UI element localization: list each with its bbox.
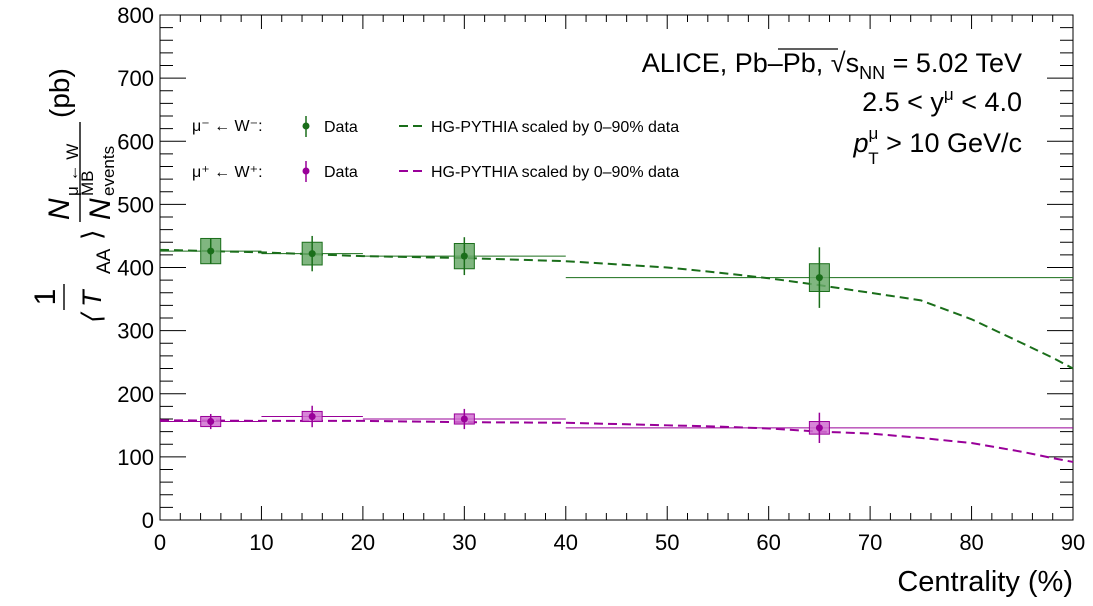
data-point: [308, 250, 316, 258]
legend-data-label-wplus: Data: [324, 164, 358, 181]
y-label-numerator: N: [43, 198, 76, 220]
series-0: [159, 235, 1074, 370]
annotation-line-1: ALICE, Pb–Pb, √sNN = 5.02 TeV: [642, 48, 1022, 83]
y-tick-label: 800: [117, 3, 154, 28]
y-tick-label: 700: [117, 66, 154, 91]
legend-marker-wminus: [302, 122, 310, 130]
data-point: [460, 415, 468, 423]
data-point: [308, 412, 316, 420]
legend-label-wplus: μ⁺ ← W⁺:: [192, 164, 263, 181]
legend-data-label-wminus: Data: [324, 119, 358, 136]
x-tick-label: 30: [452, 530, 476, 555]
y-label-taa-close: ⟩: [77, 229, 107, 240]
x-tick-label: 90: [1061, 530, 1085, 555]
data-point: [460, 252, 468, 260]
y-tick-labels: 0 100 200 300 400 500 600 700 800: [117, 3, 154, 533]
y-label-prefix: 1: [29, 289, 62, 306]
y-tick-label: 100: [117, 445, 154, 470]
x-tick-label: 70: [858, 530, 882, 555]
y-label-denominator-sub: events: [99, 146, 118, 196]
data-point: [815, 424, 823, 432]
data-point: [207, 418, 215, 426]
x-tick-label: 60: [756, 530, 780, 555]
x-tick-label: 40: [554, 530, 578, 555]
y-tick-label: 400: [117, 256, 154, 281]
y-label-unit: (pb): [44, 68, 75, 118]
legend-entry-wminus: μ⁻ ← W⁻: Data HG-PYTHIA scaled by 0–90% …: [192, 116, 679, 137]
x-axis-label: Centrality (%): [897, 566, 1073, 598]
y-label-numerator-sub: μ ← W: [63, 144, 82, 196]
legend-marker-wplus: [302, 167, 310, 175]
legend-model-label-wminus: HG-PYTHIA scaled by 0–90% data: [431, 119, 679, 136]
y-label-denominator: N: [84, 198, 117, 220]
x-tick-label: 10: [249, 530, 273, 555]
annotation: ALICE, Pb–Pb, √sNN = 5.02 TeV 2.5 < yμ <…: [642, 48, 1022, 168]
y-label-denominator-sup: MB: [78, 171, 97, 197]
legend: μ⁻ ← W⁻: Data HG-PYTHIA scaled by 0–90% …: [192, 116, 679, 182]
y-tick-label: 200: [117, 382, 154, 407]
data-point: [815, 274, 823, 282]
annotation-line-2: 2.5 < yμ < 4.0: [862, 85, 1022, 117]
axis-ticks: [159, 14, 1074, 521]
series-layer: [159, 235, 1074, 463]
data-point: [207, 247, 215, 255]
x-tick-label: 0: [154, 530, 166, 555]
y-label-taa: ⟨ T: [77, 288, 107, 325]
annotation-line-3: pμ T > 10 GeV/c: [852, 124, 1022, 168]
model-curve: [159, 419, 1074, 463]
y-axis-label: 1 ⟨ T AA ⟩ N μ ← W N MB events (pb): [29, 68, 118, 325]
x-tick-labels: 0 10 20 30 40 50 60 70 80 90: [154, 530, 1085, 555]
series-1: [159, 405, 1074, 463]
y-label-taa-sub: AA: [94, 248, 115, 274]
x-tick-label: 50: [655, 530, 679, 555]
legend-entry-wplus: μ⁺ ← W⁺: Data HG-PYTHIA scaled by 0–90% …: [192, 161, 679, 182]
legend-model-label-wplus: HG-PYTHIA scaled by 0–90% data: [431, 164, 679, 181]
y-tick-label: 600: [117, 129, 154, 154]
x-tick-label: 20: [351, 530, 375, 555]
legend-label-wminus: μ⁻ ← W⁻:: [192, 118, 263, 135]
x-tick-label: 80: [959, 530, 983, 555]
y-tick-label: 0: [142, 508, 154, 533]
y-tick-label: 500: [117, 192, 154, 217]
y-tick-label: 300: [117, 319, 154, 344]
model-curve: [159, 248, 1074, 370]
